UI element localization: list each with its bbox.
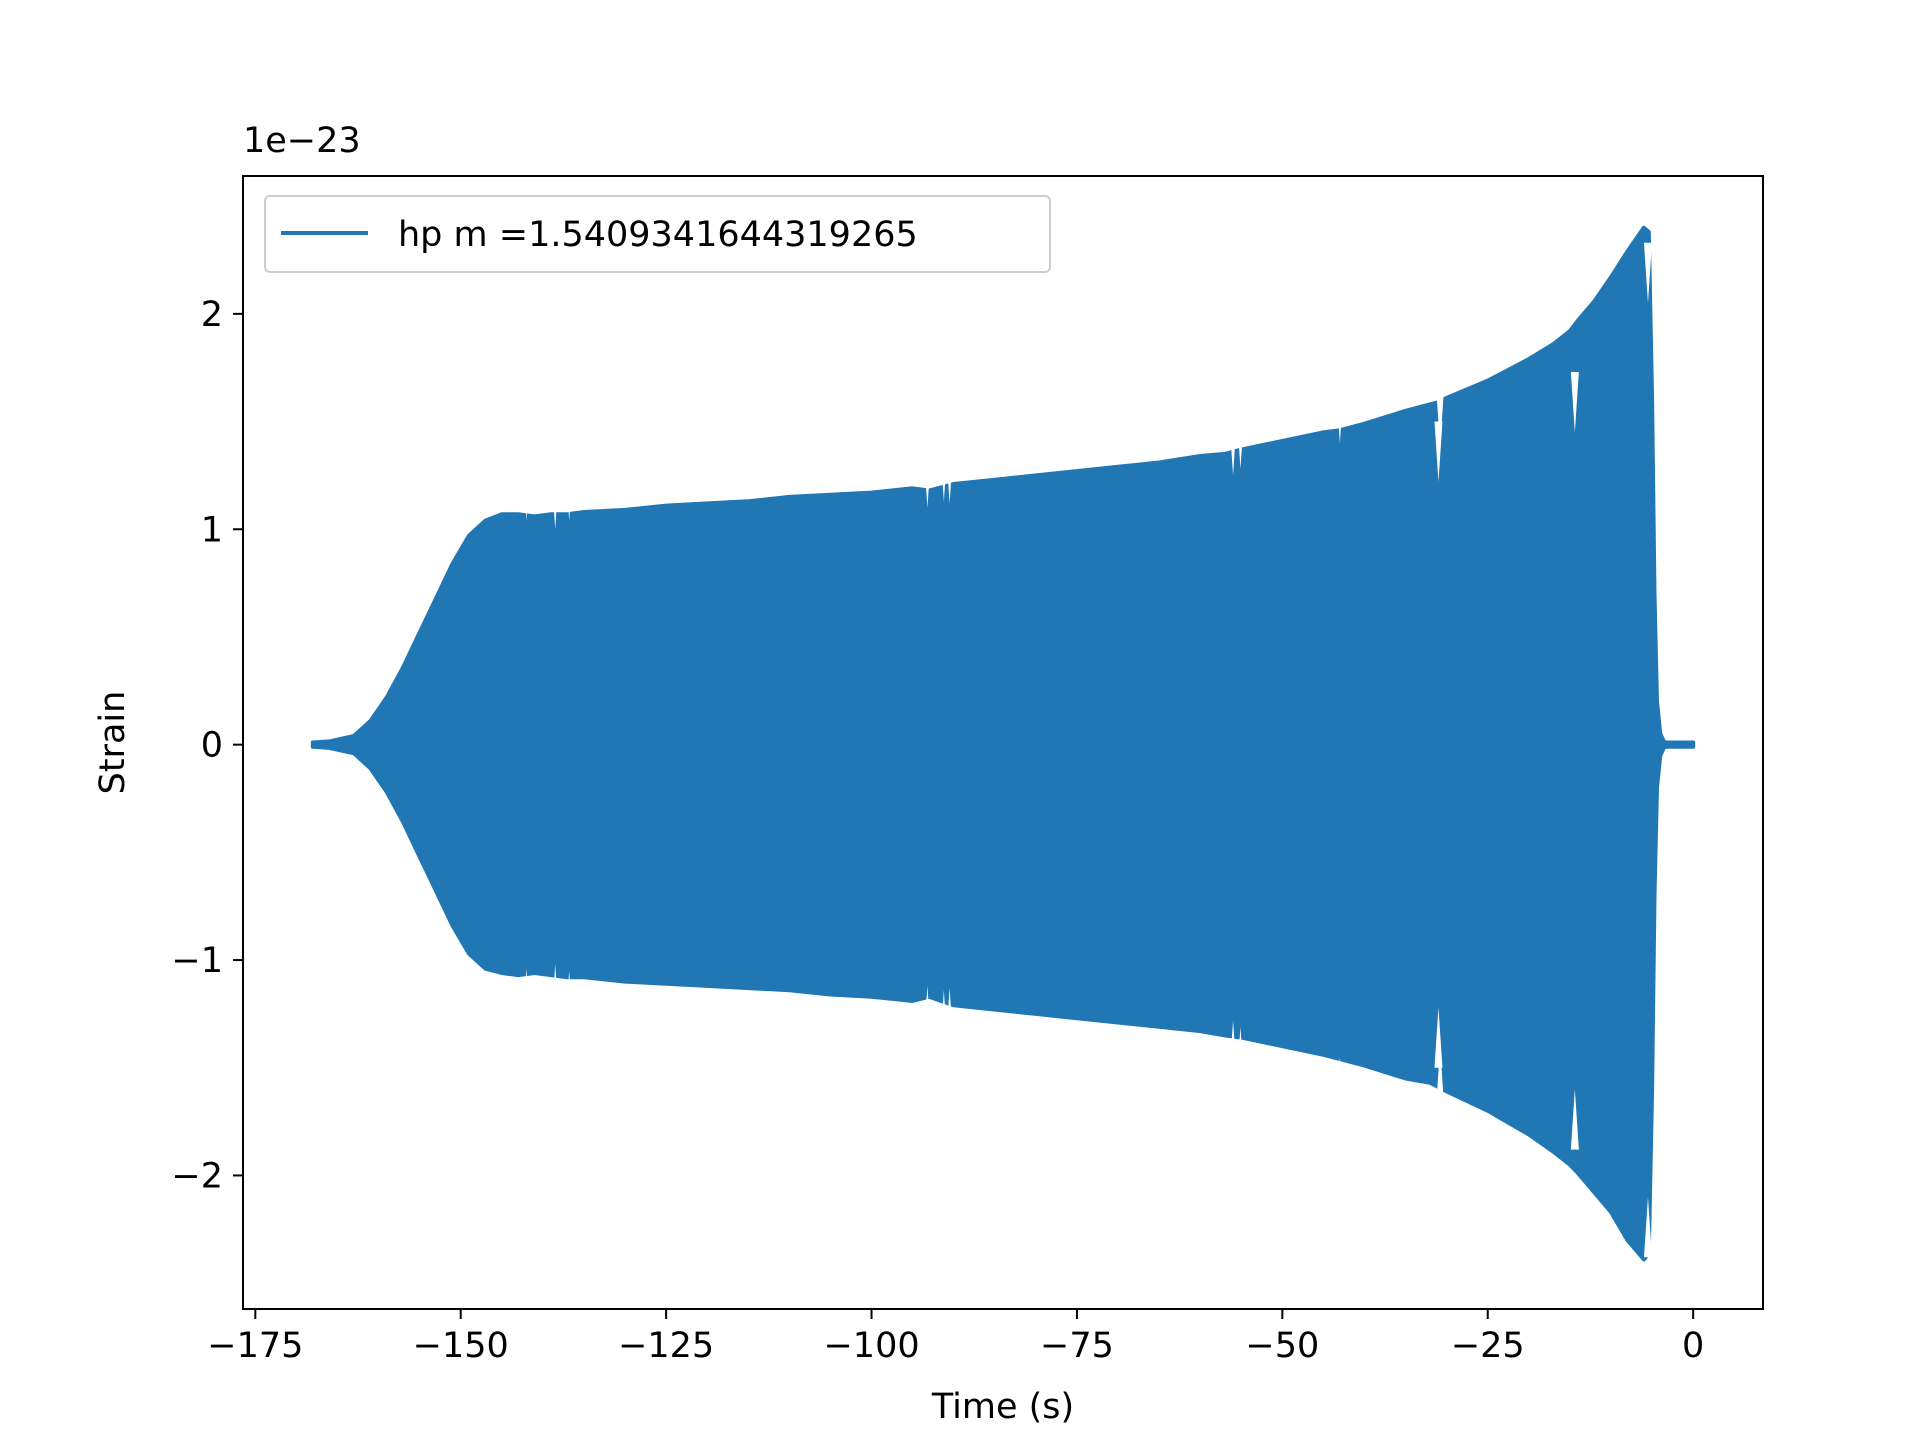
x-tick-label-4: −75 [1040, 1326, 1114, 1366]
series-0-glitch-bottom-7 [1236, 1026, 1245, 1088]
series-0-glitch-top-11 [1570, 372, 1579, 433]
x-tick-label-2: −125 [618, 1326, 714, 1366]
y-axis: 2 1 0 −1 −2 [171, 295, 243, 1196]
series-0-glitch-top-6 [1229, 415, 1238, 476]
y-tick-label-1: 1 [201, 510, 223, 550]
series-0-glitch-bottom-5 [945, 988, 954, 1049]
series-0-glitch-bottom-1 [551, 964, 560, 1025]
y-tick-label-0: 2 [201, 295, 223, 335]
series-0-glitch-top-8 [1335, 382, 1344, 444]
series-0-glitch-top-2 [565, 460, 574, 521]
series-0-glitch-top-1 [551, 468, 560, 530]
legend: hp m =1.5409341644319265 [264, 195, 1051, 273]
series-0-glitch-bottom-10 [1436, 1046, 1445, 1107]
series-0-glitch-bottom-11 [1570, 1089, 1579, 1150]
series-0-envelope [310, 225, 1696, 1262]
x-axis: −175 −150 −125 −100 −75 −50 −25 0 [207, 1309, 1704, 1366]
series-0-glitch-top-3 [923, 447, 932, 508]
series-0-glitch-top-0 [522, 460, 531, 521]
x-tick-label-1: −150 [413, 1326, 509, 1366]
series-0-glitch-top-5 [945, 443, 954, 504]
series-0-glitch-top-10 [1436, 387, 1445, 448]
series-0-glitch-top-4 [939, 440, 948, 502]
x-tick-label-5: −50 [1245, 1326, 1319, 1366]
series-0-glitch-bottom-6 [1229, 1020, 1238, 1081]
series-0-glitch-top-12 [1643, 242, 1652, 304]
y-tick-label-4: −2 [171, 1156, 223, 1196]
plot-frame [242, 175, 1764, 1310]
x-tick-label-0: −175 [207, 1326, 303, 1366]
legend-box [264, 195, 1051, 273]
x-tick-label-6: −25 [1451, 1326, 1525, 1366]
legend-label: hp m =1.5409341644319265 [398, 215, 918, 255]
series-0-glitch-bottom-8 [1335, 1056, 1344, 1118]
series-0-glitch-bottom-12 [1643, 1196, 1652, 1258]
x-axis-title: Time (s) [931, 1387, 1074, 1427]
y-offset-label: 1e−23 [243, 121, 361, 161]
series-0-glitch-bottom-2 [565, 970, 574, 1032]
series-0-glitch-bottom-4 [939, 990, 948, 1051]
x-tick-label-7: 0 [1682, 1326, 1704, 1366]
y-axis-title: Strain [93, 691, 133, 795]
series-layer [310, 225, 1696, 1262]
series-0-glitch-bottom-3 [923, 985, 932, 1047]
y-tick-label-3: −1 [171, 941, 223, 981]
series-0-glitch-bottom-0 [522, 968, 531, 1029]
x-tick-label-3: −100 [823, 1326, 919, 1366]
y-tick-label-2: 0 [201, 726, 223, 766]
series-0-glitch-top-7 [1236, 408, 1245, 469]
